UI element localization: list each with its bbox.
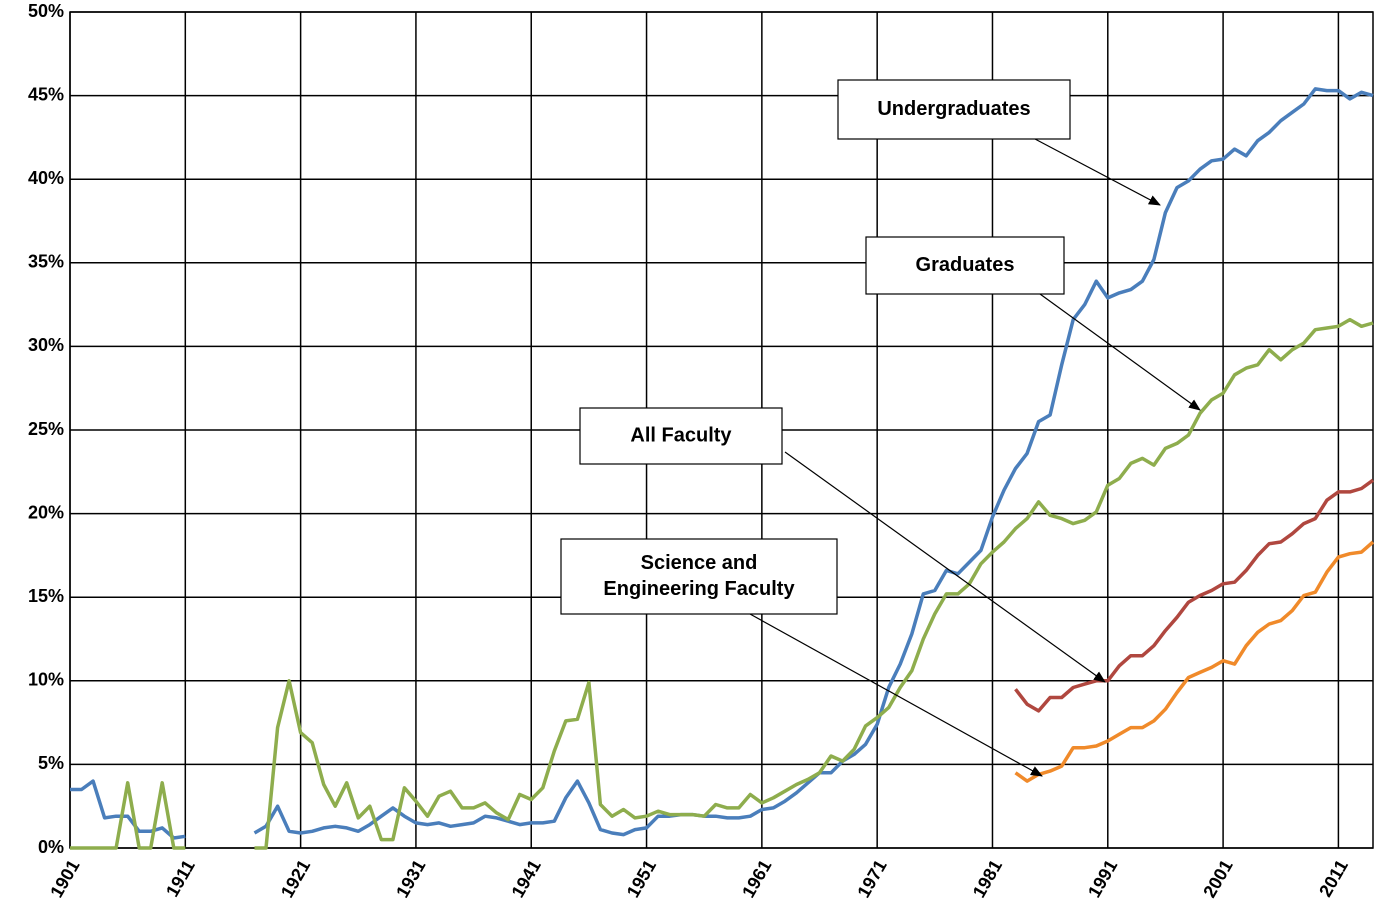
callout-arrow <box>749 613 1043 777</box>
y-tick-label: 35% <box>28 252 64 272</box>
y-tick-label: 10% <box>28 670 64 690</box>
x-tick-label: 2011 <box>1315 856 1352 900</box>
y-tick-label: 40% <box>28 168 64 188</box>
y-tick-label: 45% <box>28 84 64 104</box>
x-tick-label: 1981 <box>969 856 1006 901</box>
x-tick-label: 1931 <box>392 856 429 901</box>
callout-label: Science and <box>641 552 758 574</box>
x-tick-label: 1941 <box>507 856 544 901</box>
x-tick-label: 1911 <box>162 856 199 900</box>
callout-box <box>560 538 838 615</box>
y-tick-label: 20% <box>28 502 64 522</box>
callout-label: Graduates <box>916 254 1015 276</box>
series-line <box>70 317 1374 850</box>
callout-label: Engineering Faculty <box>603 578 795 600</box>
series-line <box>1014 540 1375 783</box>
x-tick-label: 1991 <box>1084 856 1121 901</box>
y-tick-label: 0% <box>38 837 64 857</box>
callout-arrow <box>1034 138 1161 206</box>
plot-frame <box>69 11 1374 849</box>
callout-arrow <box>784 451 1106 683</box>
y-tick-label: 15% <box>28 586 64 606</box>
x-tick-label: 1961 <box>738 856 775 901</box>
y-tick-label: 5% <box>38 753 64 773</box>
series-line <box>1014 478 1375 713</box>
callout-label: Undergraduates <box>877 98 1030 120</box>
x-tick-label: 1921 <box>277 856 314 901</box>
callout-box <box>579 407 783 465</box>
x-tick-label: 1951 <box>623 856 660 901</box>
x-tick-label: 2001 <box>1199 856 1236 901</box>
y-tick-label: 50% <box>28 1 64 21</box>
y-tick-label: 25% <box>28 419 64 439</box>
callout-box <box>837 79 1071 140</box>
callout-box <box>865 236 1065 295</box>
callout-arrow <box>1039 293 1201 411</box>
x-tick-label: 1971 <box>853 856 890 901</box>
x-tick-label: 1901 <box>46 856 83 901</box>
y-tick-label: 30% <box>28 335 64 355</box>
callout-label: All Faculty <box>630 424 732 446</box>
